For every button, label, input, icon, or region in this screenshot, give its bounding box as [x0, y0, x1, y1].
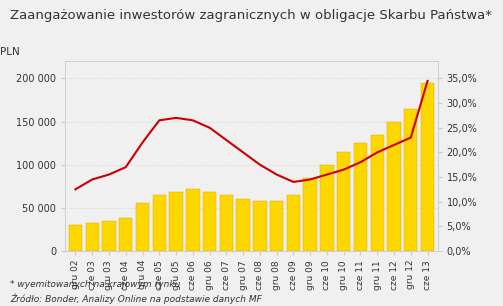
Bar: [220, 195, 233, 251]
Bar: [287, 195, 300, 251]
Bar: [136, 203, 149, 251]
Bar: [102, 221, 116, 251]
Text: Zaangażowanie inwestorów zagranicznych w obligacje Skarbu Państwa*: Zaangażowanie inwestorów zagranicznych w…: [11, 9, 492, 22]
Bar: [421, 83, 434, 251]
Bar: [69, 225, 82, 251]
Text: Źródło: Bonder, Analizy Online na podstawie danych MF: Źródło: Bonder, Analizy Online na podsta…: [10, 294, 262, 304]
Bar: [270, 201, 283, 251]
Bar: [86, 223, 99, 251]
Bar: [320, 165, 333, 251]
Bar: [404, 109, 417, 251]
Text: * wyemitowanych na krajowym rynku: * wyemitowanych na krajowym rynku: [10, 280, 181, 289]
Bar: [203, 192, 216, 251]
Bar: [253, 201, 267, 251]
Bar: [387, 121, 401, 251]
Bar: [186, 189, 200, 251]
Bar: [354, 143, 367, 251]
Bar: [170, 192, 183, 251]
Bar: [371, 135, 384, 251]
Bar: [303, 177, 317, 251]
Bar: [236, 199, 250, 251]
Bar: [119, 218, 132, 251]
Y-axis label: mln PLN: mln PLN: [0, 47, 20, 58]
Bar: [152, 195, 166, 251]
Bar: [337, 152, 351, 251]
